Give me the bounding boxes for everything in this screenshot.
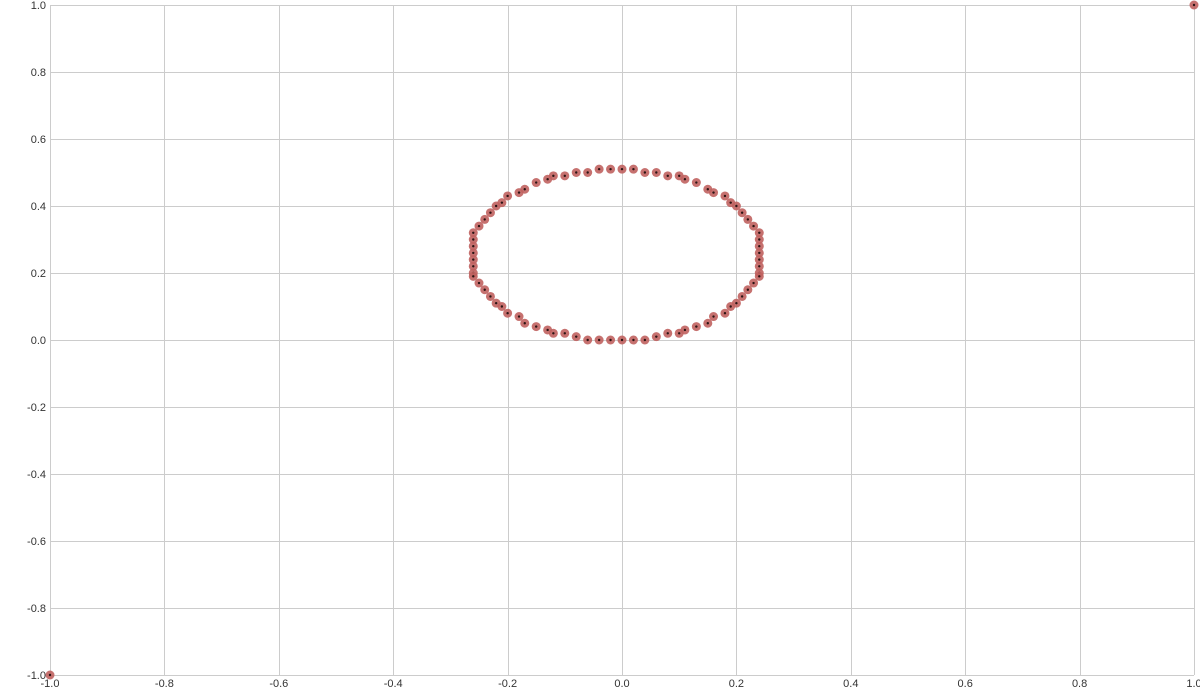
data-point: [1189, 0, 1199, 10]
data-point: [514, 312, 524, 322]
data-point: [754, 271, 764, 281]
data-point: [651, 332, 661, 342]
data-point: [468, 241, 478, 251]
x-tick-label: 0.8: [1072, 678, 1087, 690]
x-tick-label: -0.4: [384, 678, 403, 690]
data-point: [468, 235, 478, 244]
data-point: [497, 198, 507, 208]
y-tick-label: -0.6: [27, 536, 46, 548]
data-point: [503, 191, 513, 201]
data-point: [468, 228, 478, 238]
data-point: [583, 335, 593, 345]
data-point: [617, 164, 627, 174]
data-point: [754, 248, 764, 258]
data-point: [571, 168, 581, 177]
x-tick-label: -0.6: [269, 678, 288, 690]
data-point: [754, 228, 764, 238]
data-point: [594, 164, 604, 174]
grid: [50, 5, 1195, 676]
data-point: [709, 188, 719, 198]
data-point: [731, 201, 741, 211]
x-tick-label: 0.6: [958, 678, 973, 690]
data-point: [474, 278, 484, 288]
x-tick-label: -0.8: [155, 678, 174, 690]
data-point: [583, 168, 593, 177]
data-point: [628, 164, 638, 174]
data-point: [485, 291, 495, 301]
data-point: [663, 171, 673, 181]
data-point: [754, 235, 764, 244]
data-point: [503, 308, 513, 318]
data-point: [606, 164, 616, 174]
data-point: [720, 191, 730, 201]
x-tick-label: -0.2: [498, 678, 517, 690]
x-tick-label: 0.2: [729, 678, 744, 690]
data-point: [520, 318, 530, 328]
data-point: [691, 178, 701, 188]
x-tick-label: 0.0: [614, 678, 629, 690]
data-point: [749, 278, 759, 288]
data-point: [737, 291, 747, 301]
data-point: [520, 184, 530, 194]
y-tick-label: -0.4: [27, 469, 46, 481]
data-points: [45, 0, 1199, 680]
data-point: [560, 171, 570, 181]
y-tick-label: -1.0: [27, 670, 46, 682]
y-tick-label: 0.4: [31, 201, 46, 213]
data-point: [680, 174, 690, 184]
y-tick-label: -0.2: [27, 402, 46, 414]
data-point: [45, 670, 55, 680]
data-point: [651, 168, 661, 177]
data-point: [468, 261, 478, 271]
y-tick-label: -0.8: [27, 603, 46, 615]
data-point: [480, 285, 490, 295]
data-point: [691, 322, 701, 332]
data-point: [548, 328, 558, 338]
data-point: [571, 332, 581, 342]
y-tick-label: 0.0: [31, 335, 46, 347]
data-point: [480, 214, 490, 224]
data-point: [560, 328, 570, 338]
data-point: [606, 335, 616, 345]
y-tick-label: 0.6: [31, 134, 46, 146]
data-point: [743, 285, 753, 295]
data-point: [531, 322, 541, 332]
y-tick-label: 0.8: [31, 67, 46, 79]
data-point: [703, 318, 713, 328]
data-point: [548, 171, 558, 181]
data-point: [720, 308, 730, 318]
data-point: [628, 335, 638, 345]
data-point: [594, 335, 604, 345]
data-point: [754, 261, 764, 271]
data-point: [468, 248, 478, 258]
data-point: [468, 255, 478, 265]
data-point: [485, 208, 495, 218]
data-point: [754, 255, 764, 265]
data-point: [640, 335, 650, 345]
data-point: [731, 298, 741, 308]
y-tick-label: 0.2: [31, 268, 46, 280]
data-point: [468, 271, 478, 281]
data-point: [749, 221, 759, 231]
data-point: [663, 328, 673, 338]
x-tick-label: -1.0: [41, 678, 60, 690]
data-point: [754, 241, 764, 251]
y-tick-label: 1.0: [31, 0, 46, 12]
data-point: [617, 335, 627, 345]
data-point: [737, 208, 747, 218]
data-point: [497, 302, 507, 311]
x-tick-label: 1.0: [1186, 678, 1200, 690]
data-point: [474, 221, 484, 231]
data-point: [743, 214, 753, 224]
data-point: [680, 325, 690, 335]
data-point: [640, 168, 650, 177]
data-point: [531, 178, 541, 188]
x-tick-label: 0.4: [843, 678, 858, 690]
data-point: [709, 312, 719, 322]
tick-labels: -1.0 -0.8 -0.6 -0.4 -0.2 0.0 0.2 0.4 0.6 0.8 1.0 1.…: [27, 0, 1200, 690]
